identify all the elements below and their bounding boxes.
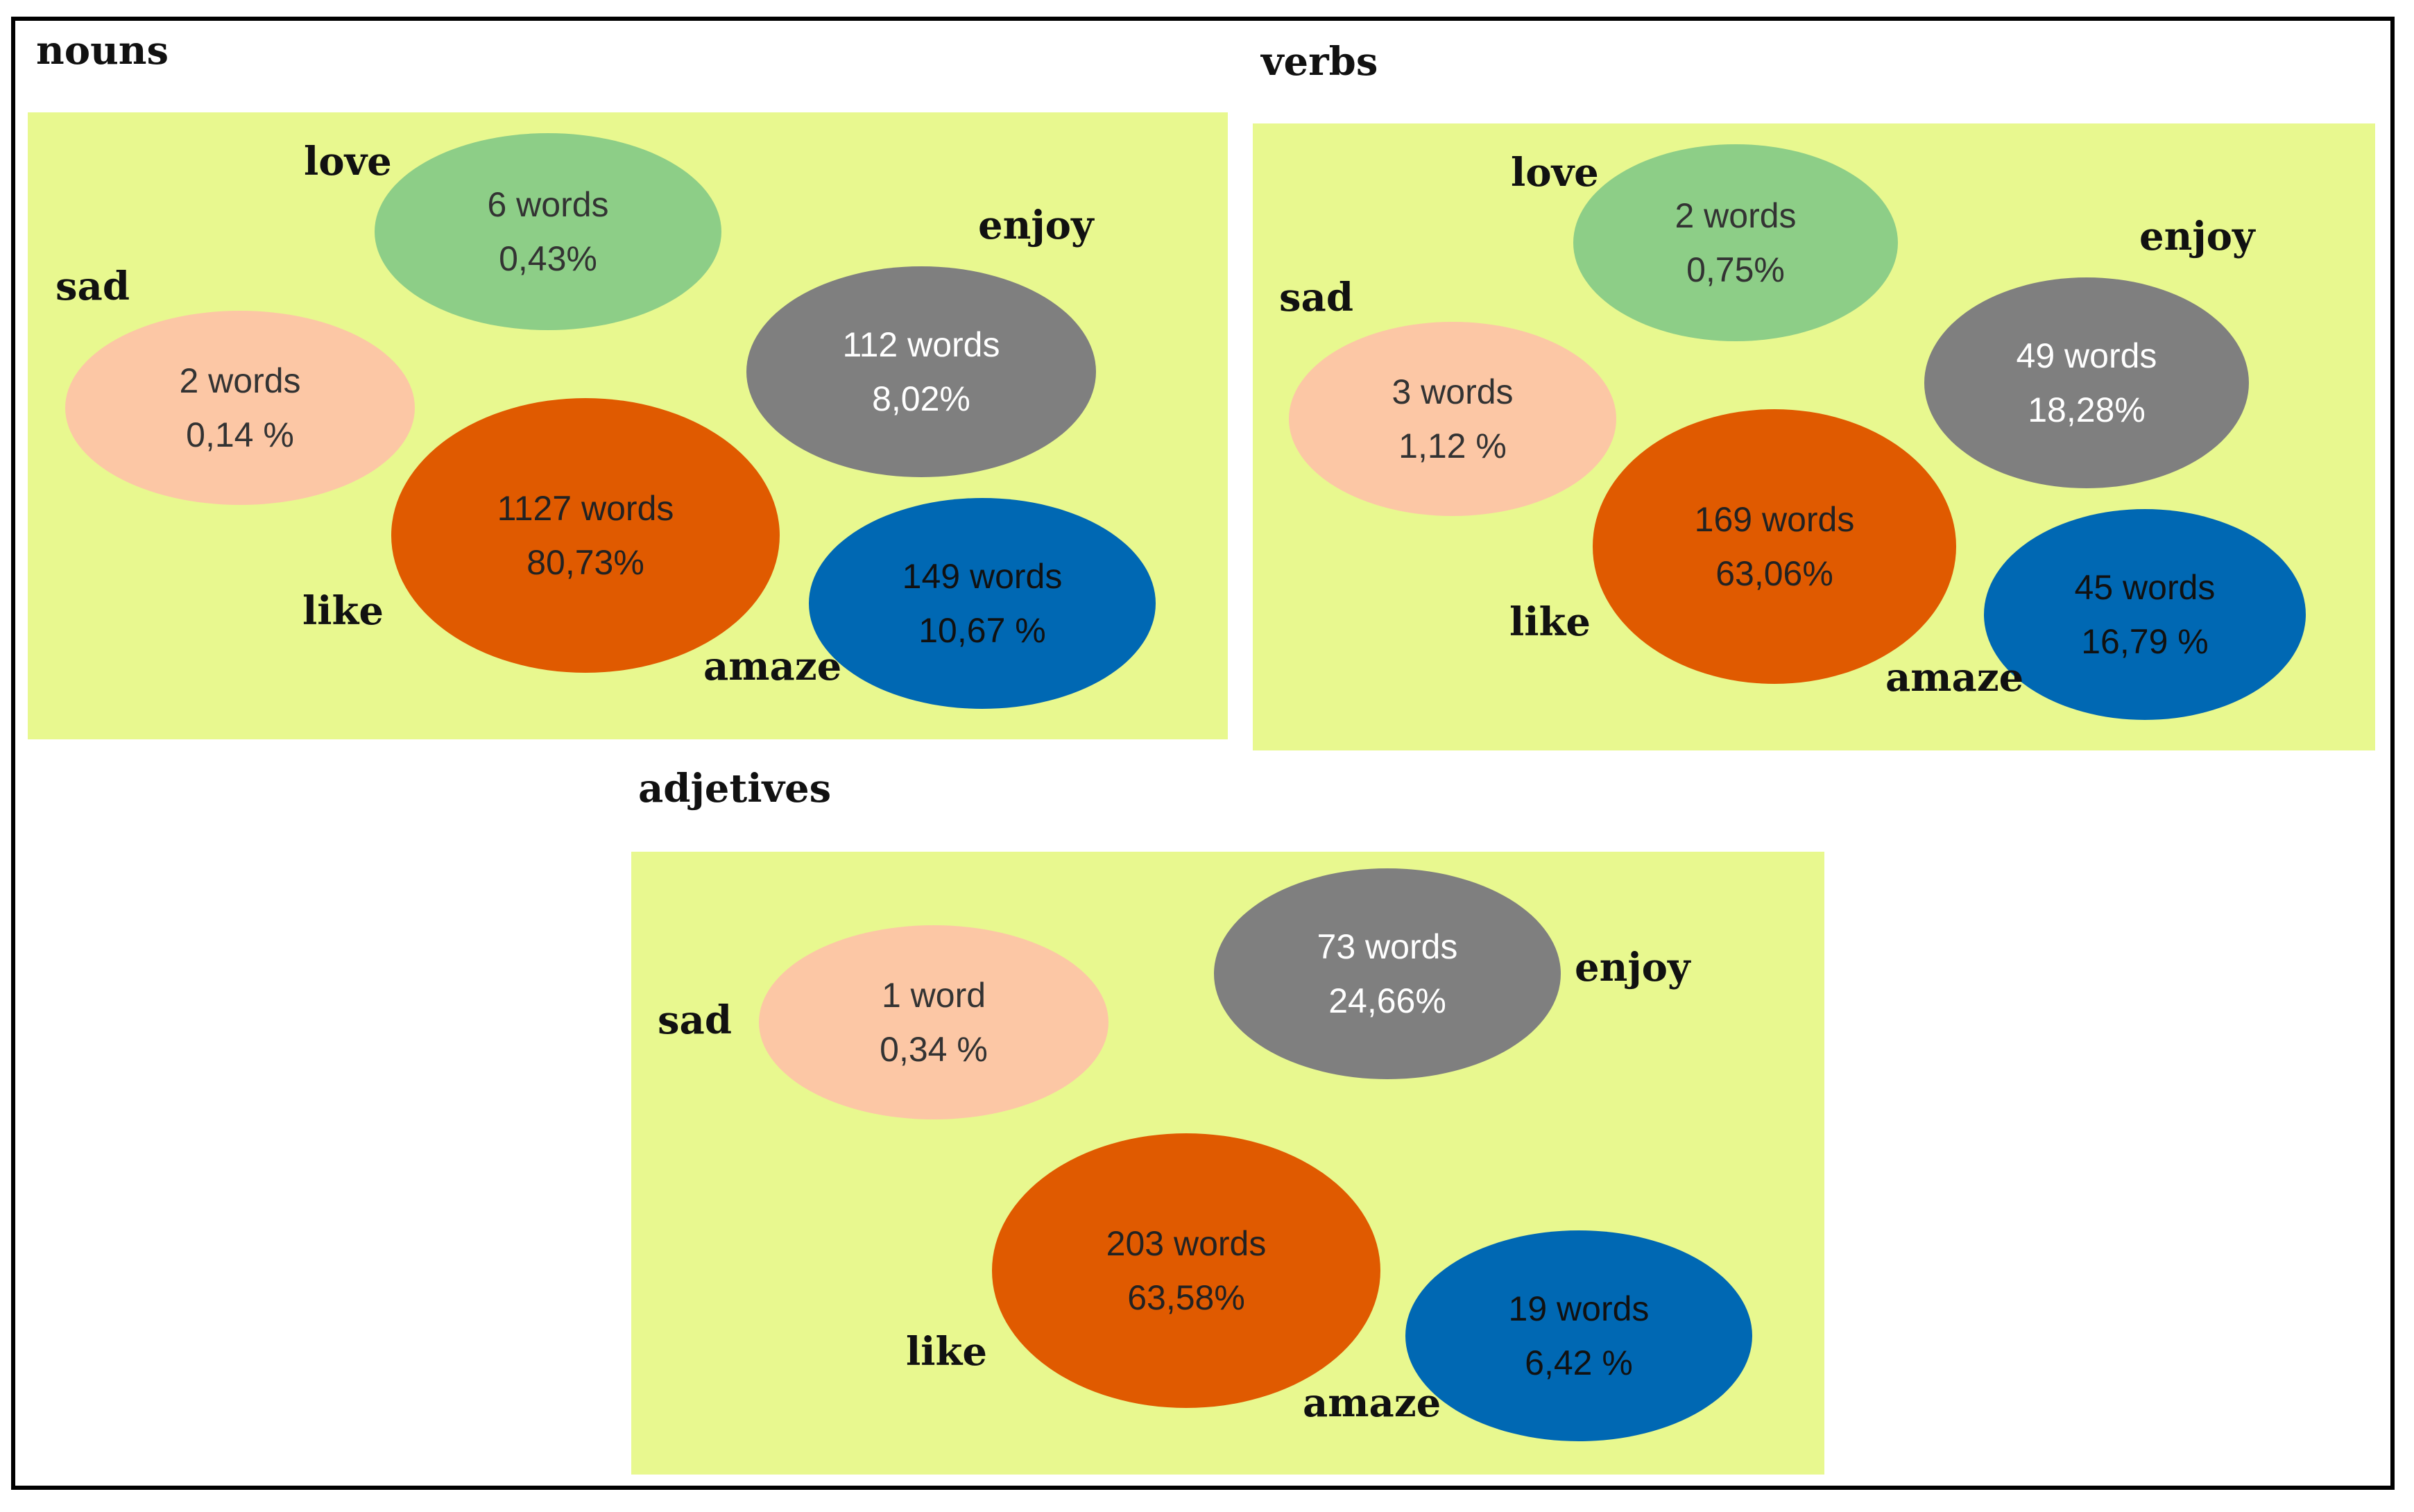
category-label-amaze: amaze	[703, 644, 841, 689]
category-label-amaze: amaze	[1303, 1380, 1441, 1426]
chart-panel-adjetives: 1 word 0,34 % sad 73 words 24,66% enjoy 203 wo…	[631, 852, 1824, 1475]
bubble-words-label-sad: 1 word	[882, 976, 986, 1015]
category-label-enjoy: enjoy	[2139, 214, 2256, 259]
bubble-enjoy	[1924, 277, 2249, 488]
category-label-enjoy: enjoy	[978, 203, 1095, 248]
bubble-sad	[65, 311, 415, 505]
figure-frame	[11, 17, 2395, 1490]
bubble-percent-label-enjoy: 24,66%	[1328, 981, 1446, 1020]
panel-title-nouns: nouns	[36, 28, 169, 74]
category-label-enjoy: enjoy	[1575, 945, 1691, 990]
bubble-enjoy	[1214, 868, 1561, 1079]
category-label-like: like	[1509, 599, 1591, 645]
bubble-percent-label-amaze: 10,67 %	[918, 611, 1045, 650]
bubble-like	[992, 1133, 1380, 1408]
category-label-like: like	[906, 1329, 987, 1375]
bubble-words-label-like: 169 words	[1695, 500, 1855, 539]
category-label-amaze: amaze	[1885, 655, 2023, 701]
category-label-love: love	[304, 139, 392, 184]
bubble-amaze	[809, 498, 1156, 709]
bubble-love	[375, 133, 721, 330]
chart-svg-verbs: 2 words 0,75% love 3 words 1,12 % sad 49 words…	[1253, 123, 2375, 750]
bubble-sad	[1289, 322, 1616, 516]
bubble-words-label-love: 6 words	[487, 185, 608, 224]
bubble-words-label-enjoy: 49 words	[2017, 336, 2157, 375]
chart-panel-nouns: 6 words 0,43% love 2 words 0,14 % sad 112 word…	[28, 112, 1228, 739]
bubble-percent-label-sad: 0,14 %	[186, 415, 294, 454]
chart-svg-nouns: 6 words 0,43% love 2 words 0,14 % sad 112 word…	[28, 112, 1228, 739]
bubble-words-label-love: 2 words	[1675, 196, 1796, 235]
category-label-sad: sad	[55, 264, 130, 309]
bubble-words-label-enjoy: 112 words	[843, 325, 1000, 364]
bubble-percent-label-enjoy: 8,02%	[872, 379, 970, 418]
bubble-words-label-like: 203 words	[1106, 1224, 1267, 1263]
bubble-percent-label-like: 63,58%	[1127, 1278, 1245, 1317]
bubble-percent-label-sad: 0,34 %	[880, 1030, 988, 1069]
bubble-sad	[759, 925, 1108, 1119]
bubble-amaze	[1984, 509, 2306, 720]
bubble-amaze	[1405, 1230, 1752, 1441]
bubble-percent-label-sad: 1,12 %	[1398, 427, 1507, 465]
bubble-percent-label-love: 0,43%	[499, 239, 597, 278]
bubble-percent-label-amaze: 6,42 %	[1525, 1343, 1633, 1382]
chart-svg-adjetives: 1 word 0,34 % sad 73 words 24,66% enjoy 203 wo…	[631, 852, 1824, 1475]
chart-panel-verbs: 2 words 0,75% love 3 words 1,12 % sad 49 words…	[1253, 123, 2375, 750]
bubble-words-label-enjoy: 73 words	[1317, 927, 1458, 966]
panel-title-verbs: verbs	[1261, 39, 1378, 85]
bubble-words-label-sad: 2 words	[179, 361, 300, 400]
panel-title-adjetives: adjetives	[638, 766, 832, 811]
bubble-words-label-amaze: 45 words	[2075, 568, 2216, 607]
category-label-sad: sad	[1279, 275, 1353, 320]
bubble-percent-label-like: 63,06%	[1715, 554, 1833, 593]
bubble-percent-label-enjoy: 18,28%	[2028, 390, 2146, 429]
bubble-words-label-sad: 3 words	[1392, 372, 1513, 411]
bubble-percent-label-amaze: 16,79 %	[2081, 622, 2208, 661]
bubble-like	[391, 398, 780, 673]
category-label-like: like	[302, 588, 384, 634]
bubble-like	[1593, 409, 1956, 684]
bubble-words-label-like: 1127 words	[497, 489, 674, 528]
bubble-percent-label-like: 80,73%	[527, 543, 644, 582]
category-label-love: love	[1511, 150, 1599, 196]
bubble-words-label-amaze: 149 words	[902, 557, 1063, 596]
bubble-words-label-amaze: 19 words	[1509, 1289, 1650, 1328]
bubble-percent-label-love: 0,75%	[1686, 250, 1785, 289]
bubble-enjoy	[746, 266, 1096, 477]
bubble-love	[1573, 144, 1898, 341]
category-label-sad: sad	[658, 997, 732, 1043]
